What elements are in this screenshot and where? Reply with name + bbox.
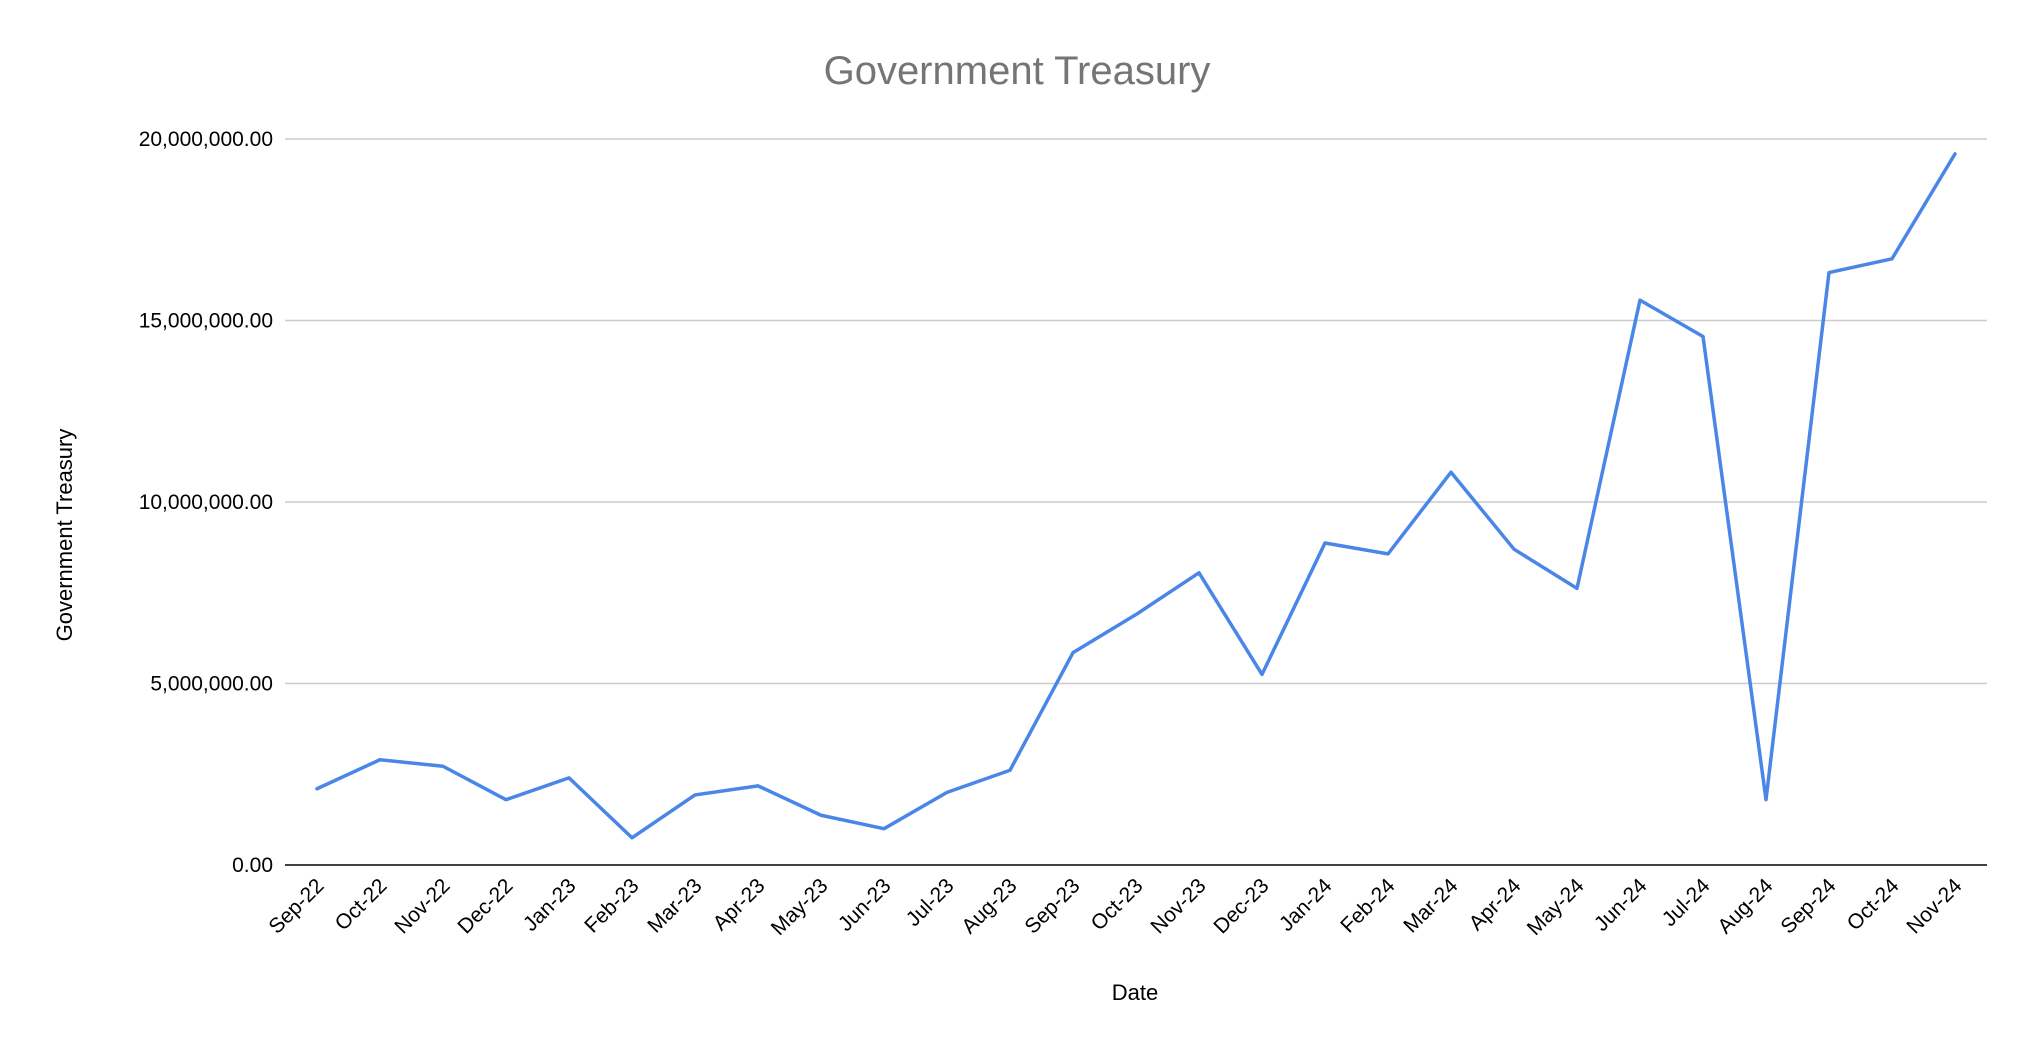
y-tick-label: 10,000,000.00: [139, 491, 273, 514]
x-tick-label: Dec-22: [453, 874, 517, 938]
y-tick-label: 20,000,000.00: [139, 128, 273, 151]
x-tick-label: Dec-23: [1209, 874, 1273, 938]
x-tick-label: Sep-24: [1776, 874, 1840, 938]
x-tick-label: Mar-23: [643, 874, 706, 937]
y-tick-label: 0.00: [232, 854, 273, 877]
x-axis-label: Date: [1112, 980, 1158, 1005]
x-tick-label: Nov-23: [1146, 874, 1210, 938]
y-tick-label: 15,000,000.00: [139, 310, 273, 333]
x-tick-label: Jul-24: [1658, 874, 1715, 931]
x-tick-label: May-23: [767, 874, 833, 940]
x-tick-label: Jun-24: [1590, 874, 1652, 936]
x-tick-label: Aug-23: [957, 874, 1021, 938]
chart-title: Government Treasury: [824, 49, 1211, 93]
x-tick-label: Aug-24: [1713, 874, 1777, 938]
x-tick-label: Feb-23: [580, 874, 643, 937]
x-tick-label: May-24: [1523, 874, 1589, 940]
y-axis-label: Government Treasury: [52, 429, 77, 642]
x-tick-label: Nov-24: [1902, 874, 1966, 938]
x-tick-label: Jan-23: [519, 874, 581, 936]
y-axis-ticks: 0.00 5,000,000.00 10,000,000.00 15,000,000.…: [139, 128, 273, 877]
series-line: [315, 152, 1957, 840]
x-tick-label: Jul-23: [902, 874, 959, 931]
x-tick-label: Nov-22: [390, 874, 454, 938]
x-tick-label: Apr-23: [709, 874, 770, 935]
x-tick-label: Jun-23: [834, 874, 896, 936]
x-tick-label: Feb-24: [1336, 874, 1400, 938]
x-tick-label: Oct-23: [1087, 874, 1148, 935]
y-tick-label: 5,000,000.00: [150, 673, 273, 696]
gridlines: [285, 138, 1987, 685]
x-tick-label: Jan-24: [1275, 874, 1337, 936]
x-tick-label: Sep-23: [1020, 874, 1084, 938]
x-tick-label: Oct-24: [1843, 874, 1904, 935]
x-tick-label: Oct-22: [331, 874, 392, 935]
x-tick-label: Mar-24: [1399, 874, 1463, 938]
x-tick-label: Sep-22: [264, 874, 328, 938]
data-points: [315, 152, 1957, 840]
x-tick-label: Apr-24: [1465, 874, 1526, 935]
